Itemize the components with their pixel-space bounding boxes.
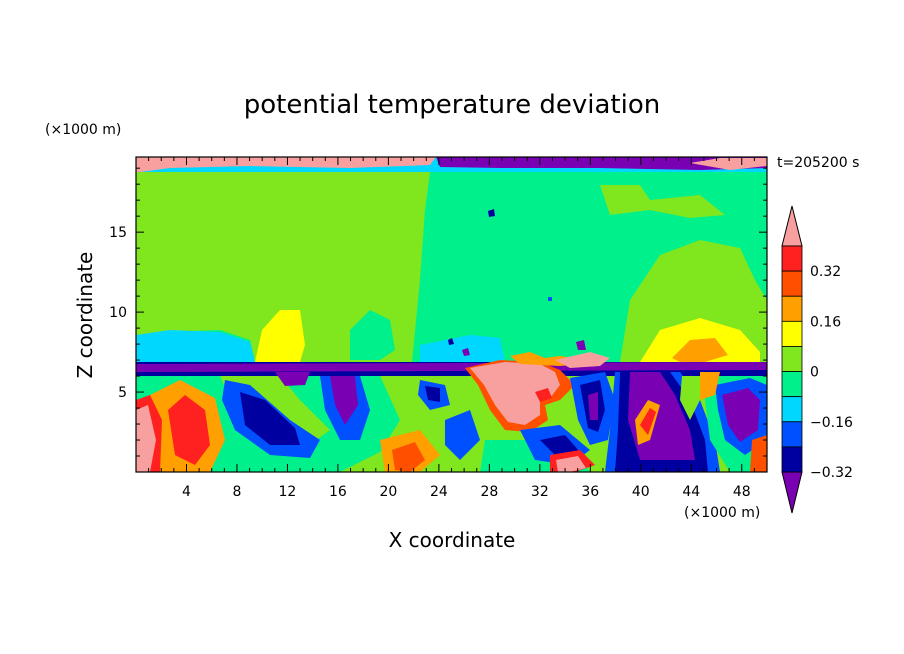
colorbar-tick-label: 0.16 xyxy=(810,314,841,330)
chart-title: potential temperature deviation xyxy=(244,90,660,120)
colorbar-bin xyxy=(781,270,803,297)
x-tick-label: 28 xyxy=(480,484,498,500)
colorbar-bin xyxy=(781,295,803,322)
colorbar-bin xyxy=(781,396,803,423)
colorbar-lower-arrow xyxy=(781,471,803,514)
colorbar-tick-label: −0.16 xyxy=(810,415,853,431)
y-tick-label: 5 xyxy=(118,385,127,401)
colorbar: 0.32 0.16 0 −0.16 −0.32 xyxy=(781,205,853,514)
x-unit-label: (×1000 m) xyxy=(684,505,760,521)
colorbar-tick-label: −0.32 xyxy=(810,465,853,481)
x-tick-label: 32 xyxy=(531,484,549,500)
colorbar-tick-label: 0.32 xyxy=(810,264,841,280)
x-axis: 4 8 12 16 20 24 28 32 36 40 44 48 xyxy=(148,157,755,500)
x-tick-label: 36 xyxy=(581,484,599,500)
y-tick-label: 10 xyxy=(109,305,127,321)
y-axis-label: Z coordinate xyxy=(73,252,97,379)
x-tick-label: 40 xyxy=(632,484,650,500)
contour-field xyxy=(136,157,767,472)
y-tick-label: 15 xyxy=(109,225,127,241)
x-tick-label: 20 xyxy=(379,484,397,500)
colorbar-bin xyxy=(781,320,803,347)
x-tick-label: 44 xyxy=(682,484,700,500)
colorbar-bin xyxy=(781,446,803,473)
x-tick-label: 48 xyxy=(733,484,751,500)
colorbar-bin xyxy=(781,371,803,398)
x-tick-label: 8 xyxy=(232,484,241,500)
x-tick-label: 16 xyxy=(329,484,347,500)
colorbar-bin xyxy=(781,245,803,272)
x-axis-label: X coordinate xyxy=(389,528,516,552)
colorbar-bin xyxy=(781,421,803,448)
colorbar-tick-label: 0 xyxy=(810,365,819,381)
colorbar-bin xyxy=(781,346,803,372)
colorbar-upper-arrow xyxy=(781,205,803,247)
time-label: t=205200 s xyxy=(777,155,859,171)
x-tick-label: 24 xyxy=(430,484,448,500)
x-tick-label: 12 xyxy=(279,484,297,500)
y-axis: 5 10 15 xyxy=(109,167,767,457)
x-tick-label: 4 xyxy=(182,484,191,500)
y-unit-label: (×1000 m) xyxy=(45,122,121,138)
